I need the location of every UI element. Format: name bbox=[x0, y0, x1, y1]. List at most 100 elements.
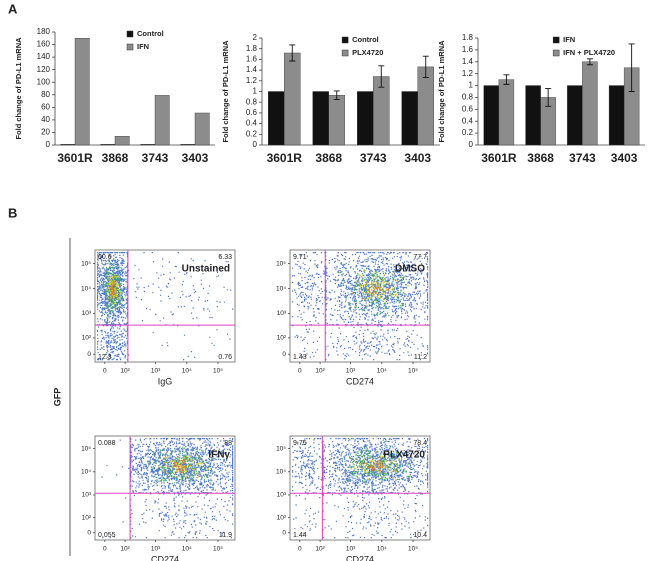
x-tick-label: 3403 bbox=[611, 151, 638, 165]
event-cloud bbox=[292, 438, 323, 494]
x-tick-label: 3868 bbox=[527, 151, 554, 165]
y-tick-label: 1.6 bbox=[246, 55, 258, 64]
y-tick-label: 10⁵ bbox=[81, 445, 91, 452]
y-tick-label: 0 bbox=[282, 351, 286, 358]
quadrant-percent: 0.76 bbox=[218, 354, 232, 361]
event-cloud bbox=[293, 493, 323, 534]
error-bar bbox=[545, 88, 552, 107]
x-tick-label: 10² bbox=[315, 546, 325, 553]
quadrant-percent: 9.75 bbox=[293, 440, 307, 447]
error-bar bbox=[422, 55, 429, 79]
x-tick-label: 10⁵ bbox=[213, 546, 223, 553]
event-cloud bbox=[130, 438, 234, 494]
y-tick-label: 0.8 bbox=[246, 97, 258, 106]
event-cloud bbox=[322, 493, 429, 539]
x-tick-label: 10⁴ bbox=[377, 546, 387, 553]
y-tick-label: 0 bbox=[87, 351, 91, 358]
legend-label: Control bbox=[137, 29, 164, 38]
quadrant-percent: 88 bbox=[224, 440, 232, 447]
legend-swatch bbox=[552, 49, 560, 57]
y-tick-label: 0 bbox=[253, 140, 258, 149]
y-tick-label: 1.6 bbox=[462, 45, 474, 54]
y-tick-label: 180 bbox=[37, 27, 51, 36]
bar bbox=[114, 136, 130, 146]
x-tick-label: 3868 bbox=[315, 151, 342, 165]
y-tick-label: 0 bbox=[282, 529, 286, 536]
y-tick-label: 0.6 bbox=[246, 108, 258, 117]
density-core bbox=[350, 450, 400, 480]
x-axis-label: CD274 bbox=[346, 376, 374, 386]
panel-label: A bbox=[8, 1, 18, 16]
quadrant-percent: 1.43 bbox=[293, 354, 307, 361]
y-tick-label: 0 bbox=[46, 140, 51, 149]
quadrant-percent: 11.2 bbox=[414, 354, 427, 361]
y-tick-label: 0.2 bbox=[246, 129, 258, 138]
density-core bbox=[362, 282, 391, 299]
x-tick-label: 3868 bbox=[102, 151, 129, 165]
event-cloud bbox=[325, 325, 429, 361]
x-tick-label: 3403 bbox=[182, 151, 209, 165]
bar bbox=[100, 144, 116, 146]
bar bbox=[498, 79, 515, 146]
x-tick-label: 10³ bbox=[151, 368, 161, 375]
y-tick-label: 1.4 bbox=[246, 65, 258, 74]
y-tick-label: 10⁵ bbox=[276, 260, 286, 267]
y-tick-label: 140 bbox=[37, 52, 51, 61]
x-tick-label: 3403 bbox=[404, 151, 431, 165]
x-tick-label: 10⁵ bbox=[408, 368, 418, 375]
y-tick-label: 1 bbox=[469, 81, 474, 90]
y-tick-label: 160 bbox=[37, 40, 51, 49]
bar bbox=[525, 85, 541, 146]
y-tick-label: 10² bbox=[277, 335, 287, 342]
bar bbox=[357, 91, 374, 146]
x-tick-label: 3601R bbox=[481, 151, 517, 165]
bar bbox=[483, 85, 500, 146]
y-tick-label: 0.2 bbox=[462, 128, 474, 137]
event-cloud bbox=[130, 493, 234, 539]
legend-swatch bbox=[341, 36, 349, 44]
x-axis-label: CD274 bbox=[151, 554, 179, 561]
y-tick-label: 1.2 bbox=[246, 76, 258, 85]
quadrant-percent: 77.7 bbox=[413, 254, 427, 261]
x-tick-label: 10² bbox=[120, 546, 130, 553]
y-tick-label: 10³ bbox=[277, 492, 287, 499]
x-tick-label: 0 bbox=[103, 546, 107, 553]
legend-swatch bbox=[552, 36, 560, 44]
x-tick-label: 3743 bbox=[142, 151, 169, 165]
plot-title: PLX4720 bbox=[383, 450, 425, 461]
plot-title: DMSO bbox=[395, 264, 425, 275]
y-tick-label: 10⁴ bbox=[81, 285, 91, 292]
y-tick-label: 2 bbox=[253, 33, 258, 42]
bar bbox=[194, 112, 210, 146]
bar bbox=[140, 144, 156, 146]
x-tick-label: 3601R bbox=[57, 151, 93, 165]
error-bar bbox=[586, 58, 593, 66]
y-tick-label: 10² bbox=[277, 514, 287, 521]
x-tick-label: 10² bbox=[120, 368, 130, 375]
y-tick-label: 10⁴ bbox=[276, 285, 286, 292]
x-tick-label: 10⁴ bbox=[182, 546, 192, 553]
y-tick-label: 10⁴ bbox=[276, 469, 286, 476]
y-tick-label: 10³ bbox=[277, 310, 287, 317]
y-tick-label: 0.4 bbox=[246, 119, 258, 128]
x-tick-label: 10³ bbox=[346, 546, 356, 553]
plot-title: IFNγ bbox=[208, 450, 230, 461]
density-core bbox=[337, 261, 419, 317]
y-tick-label: 100 bbox=[37, 77, 51, 86]
bar bbox=[154, 95, 170, 146]
x-tick-label: 3601R bbox=[267, 151, 303, 165]
quadrant-percent: 9.71 bbox=[293, 254, 307, 261]
y-tick-label: 0.6 bbox=[462, 104, 474, 113]
y-tick-label: 10² bbox=[82, 335, 92, 342]
x-tick-label: 3743 bbox=[360, 151, 387, 165]
quadrant-percent: 12.3 bbox=[98, 354, 112, 361]
legend-swatch bbox=[126, 43, 134, 51]
quadrant-percent: 0.055 bbox=[98, 532, 116, 539]
legend-label: PLX4720 bbox=[352, 48, 383, 57]
event-cloud bbox=[292, 252, 326, 326]
plot-title: Unstained bbox=[182, 264, 230, 275]
x-tick-label: 10⁵ bbox=[408, 546, 418, 553]
error-bar bbox=[378, 65, 385, 88]
x-tick-label: 10² bbox=[315, 368, 325, 375]
